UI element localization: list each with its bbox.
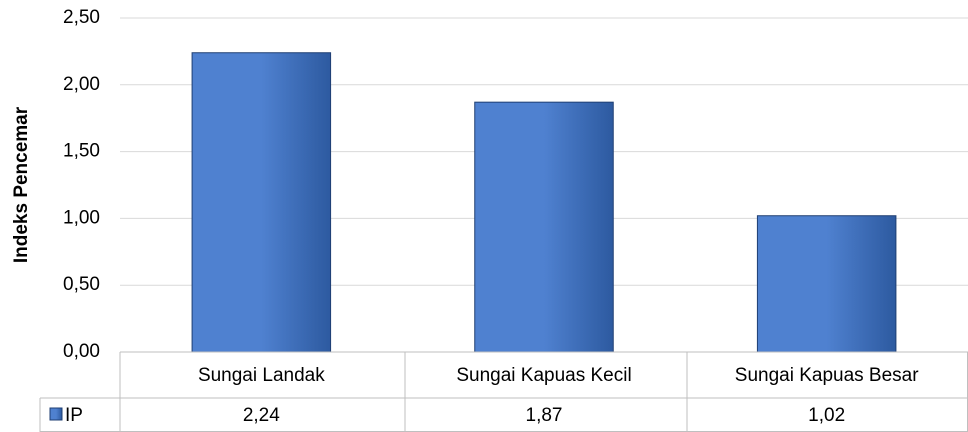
x-tick-label: Sungai Kapuas Besar xyxy=(735,365,919,386)
y-tick-label: 2,50 xyxy=(63,7,100,28)
y-tick-label: 0,00 xyxy=(63,341,100,362)
bar xyxy=(191,52,332,353)
y-tick-label: 0,50 xyxy=(63,274,100,295)
y-tick-label: 2,00 xyxy=(63,74,100,95)
y-axis-label: Indeks Pencemar xyxy=(11,106,32,263)
legend-label: IP xyxy=(65,405,83,426)
value-label: 1,02 xyxy=(808,405,845,426)
x-tick-label: Sungai Kapuas Kecil xyxy=(456,365,631,386)
bar xyxy=(474,101,614,353)
bar xyxy=(756,215,897,353)
value-label: 2,24 xyxy=(243,405,280,426)
x-tick-label: Sungai Landak xyxy=(198,365,325,386)
y-tick-label: 1,50 xyxy=(63,141,100,162)
value-label: 1,87 xyxy=(526,405,563,426)
y-tick-label: 1,00 xyxy=(63,207,100,228)
legend-key xyxy=(49,407,63,421)
